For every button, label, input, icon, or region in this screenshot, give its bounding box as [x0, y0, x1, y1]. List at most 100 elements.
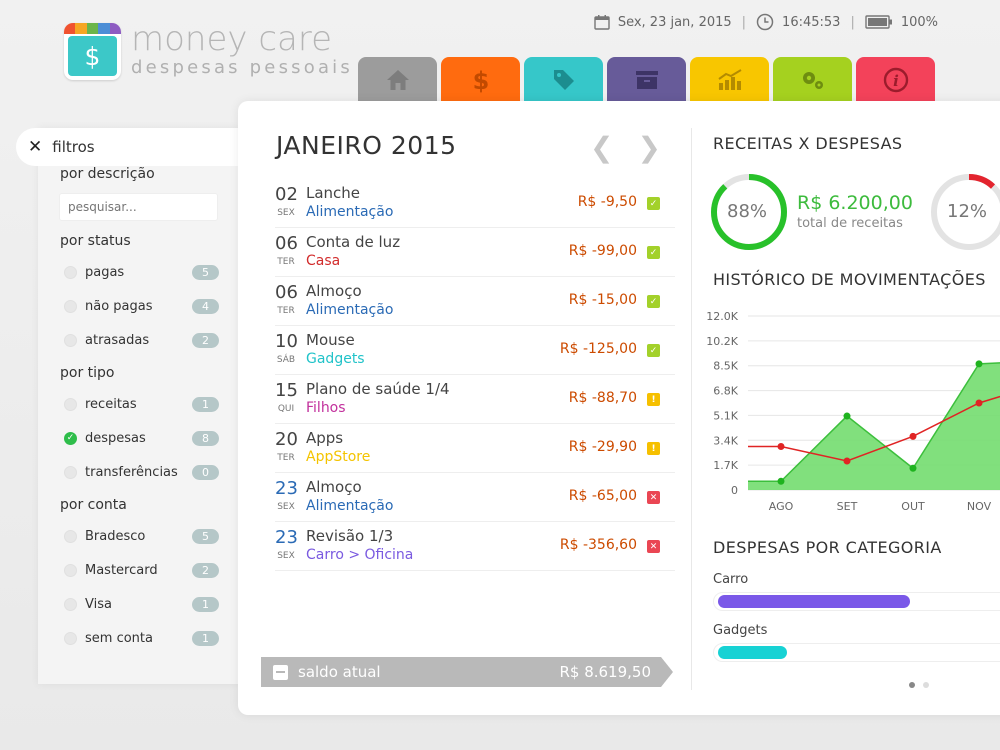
line-series-point — [777, 443, 785, 450]
txn-amount: R$ -88,70 — [568, 390, 637, 406]
count-badge: 2 — [192, 562, 219, 578]
chevron-left-icon[interactable]: ❮ — [590, 131, 614, 164]
filter-option[interactable]: atrasadas 2 — [64, 330, 219, 350]
radio-button[interactable] — [64, 597, 77, 611]
radio-button[interactable] — [64, 265, 77, 279]
tab-info[interactable]: i — [856, 57, 935, 102]
line-series-point — [843, 457, 851, 465]
area-series-point — [975, 360, 983, 368]
app-logo: $ — [64, 23, 121, 80]
txn-category[interactable]: Alimentação — [306, 204, 394, 220]
radio-button[interactable] — [64, 631, 77, 645]
logo-stripes — [64, 23, 121, 34]
transaction-row[interactable]: 23 SEX Almoço Alimentação R$ -65,00 ✕ — [275, 473, 675, 522]
filter-option-label: pagas — [85, 264, 125, 280]
txn-day: 15 — [275, 380, 298, 401]
transaction-row[interactable]: 06 TER Conta de luz Casa R$ -99,00 ✓ — [275, 228, 675, 277]
alert-icon[interactable]: ! — [647, 442, 660, 455]
tab-reports[interactable] — [690, 57, 769, 102]
filters-toggle[interactable]: ✕ filtros — [16, 128, 240, 166]
history-chart: 0 1.7K 3.4K 5.1K 6.8K 8.5K 10.2K 12.0K AGO SET OUT… — [706, 310, 1000, 513]
radio-button[interactable] — [64, 333, 77, 347]
filter-option[interactable]: transferências 0 — [64, 462, 219, 482]
tab-money[interactable]: $ — [441, 57, 520, 102]
radio-button[interactable] — [64, 563, 77, 577]
txn-amount: R$ -356,60 — [559, 537, 637, 553]
tab-settings[interactable] — [773, 57, 852, 102]
clock-icon — [756, 13, 774, 31]
filter-option[interactable]: Mastercard 2 — [64, 560, 219, 580]
chart-icon — [717, 68, 742, 90]
x-tick-label: NOV — [967, 500, 992, 513]
check-icon[interactable]: ✓ — [647, 197, 660, 210]
page-dots — [909, 682, 929, 688]
x-tick-label: OUT — [901, 500, 925, 513]
close-icon[interactable]: ✕ — [647, 491, 660, 504]
txn-category[interactable]: AppStore — [306, 449, 371, 465]
battery-text: 100% — [900, 14, 938, 30]
balance-icon — [273, 664, 288, 680]
radio-button[interactable] — [64, 529, 77, 543]
txn-category[interactable]: Alimentação — [306, 302, 394, 318]
transaction-row[interactable]: 02 SEX Lanche Alimentação R$ -9,50 ✓ — [275, 179, 675, 228]
filter-option[interactable]: Visa 1 — [64, 594, 219, 614]
txn-category[interactable]: Carro > Oficina — [306, 547, 414, 563]
area-series-point — [843, 412, 851, 420]
close-icon[interactable]: ✕ — [28, 137, 43, 157]
radio-button[interactable] — [64, 397, 77, 411]
txn-category[interactable]: Casa — [306, 253, 341, 269]
transaction-row[interactable]: 06 TER Almoço Alimentação R$ -15,00 ✓ — [275, 277, 675, 326]
tab-home[interactable] — [358, 57, 437, 102]
txn-day: 06 — [275, 233, 298, 254]
expense-donut-arc — [931, 174, 1000, 250]
logo-stripe — [64, 23, 76, 34]
radio-button[interactable] — [64, 465, 77, 479]
battery-display: 100% — [865, 15, 938, 30]
filter-option[interactable]: não pagas 4 — [64, 296, 219, 316]
brand-title: money care — [131, 19, 332, 59]
txn-weekday: SÁB — [276, 355, 296, 365]
filter-option-label: Mastercard — [85, 562, 158, 578]
filter-heading-account: por conta — [60, 497, 127, 513]
txn-category[interactable]: Filhos — [306, 400, 346, 416]
alert-icon[interactable]: ! — [647, 393, 660, 406]
balance-value: R$ 8.619,50 — [559, 663, 651, 681]
txn-description: Almoço — [306, 478, 362, 496]
filter-option[interactable]: Bradesco 5 — [64, 526, 219, 546]
x-tick-label: AGO — [769, 500, 794, 513]
page-dot-active[interactable] — [909, 682, 915, 688]
filter-option[interactable]: pagas 5 — [64, 262, 219, 282]
check-icon[interactable]: ✓ — [647, 344, 660, 357]
transaction-row[interactable]: 23 SEX Revisão 1/3 Carro > Oficina R$ -3… — [275, 522, 675, 571]
search-input[interactable] — [59, 193, 218, 221]
line-series-line — [748, 395, 1000, 462]
txn-weekday: TER — [277, 257, 295, 267]
check-icon[interactable]: ✓ — [647, 295, 660, 308]
time-display: 16:45:53 — [756, 13, 840, 31]
txn-category[interactable]: Alimentação — [306, 498, 394, 514]
category-label: Gadgets — [713, 623, 768, 638]
transaction-row[interactable]: 15 QUI Plano de saúde 1/4 Filhos R$ -88,… — [275, 375, 675, 424]
radio-button[interactable] — [64, 299, 77, 313]
month-nav: ❮ ❯ — [590, 131, 661, 164]
count-badge: 4 — [192, 298, 219, 314]
close-icon[interactable]: ✕ — [647, 540, 660, 553]
check-icon[interactable]: ✓ — [647, 246, 660, 259]
tab-archive[interactable] — [607, 57, 686, 102]
y-tick-label: 1.7K — [713, 459, 738, 472]
txn-weekday: SEX — [277, 551, 295, 561]
check-icon[interactable]: ✓ — [64, 431, 77, 445]
logo-stripe — [98, 23, 110, 34]
filter-option[interactable]: sem conta 1 — [64, 628, 219, 648]
filter-option[interactable]: receitas 1 — [64, 394, 219, 414]
page-dot[interactable] — [923, 682, 929, 688]
chevron-right-icon[interactable]: ❯ — [637, 131, 661, 164]
transaction-row[interactable]: 20 TER Apps AppStore R$ -29,90 ! — [275, 424, 675, 473]
txn-description: Plano de saúde 1/4 — [306, 380, 450, 398]
txn-weekday: TER — [277, 306, 295, 316]
transaction-row[interactable]: 10 SÁB Mouse Gadgets R$ -125,00 ✓ — [275, 326, 675, 375]
txn-category[interactable]: Gadgets — [306, 351, 365, 367]
filter-option[interactable]: ✓ despesas 8 — [64, 428, 219, 448]
tab-tags[interactable] — [524, 57, 603, 102]
count-badge: 0 — [192, 464, 219, 480]
